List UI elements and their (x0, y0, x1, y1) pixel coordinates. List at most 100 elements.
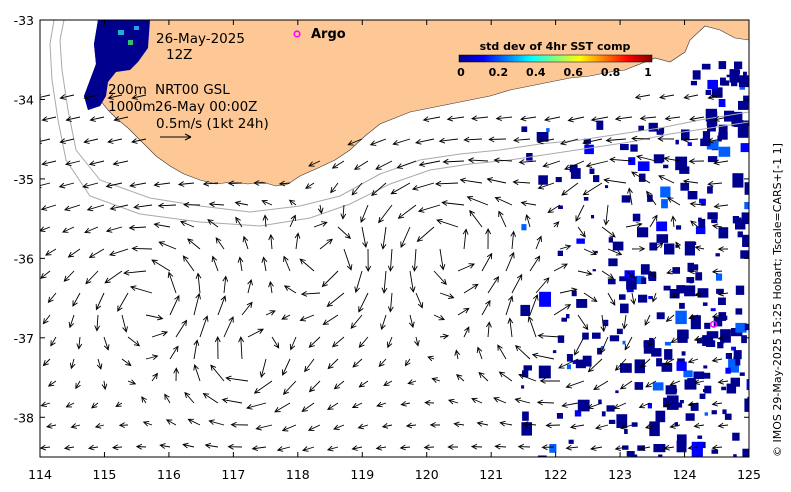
current-arrow (603, 204, 610, 226)
sst-pixel (707, 212, 718, 220)
current-arrow (386, 336, 393, 349)
current-arrow (517, 443, 531, 450)
sst-pixel (737, 123, 749, 138)
current-arrow (565, 444, 579, 451)
current-arrow (281, 424, 297, 432)
current-arrow (167, 271, 177, 294)
current-arrow (70, 423, 81, 429)
y-tick-label: -36 (14, 251, 34, 266)
current-arrow (82, 182, 99, 189)
current-arrow (567, 116, 585, 123)
sst-pixel (592, 269, 596, 272)
sst-pixel (572, 360, 577, 364)
current-arrow (175, 319, 188, 338)
current-arrow (669, 423, 681, 429)
current-arrow (109, 204, 129, 211)
sst-pixel (620, 303, 629, 314)
sst-pixel (557, 250, 563, 256)
current-arrow (247, 278, 253, 294)
current-arrow (414, 336, 420, 347)
sst-pixel (656, 130, 664, 135)
sst-pixel (743, 71, 747, 76)
current-arrow (535, 277, 550, 294)
current-arrow (411, 248, 418, 272)
sst-pixel (744, 398, 749, 412)
current-arrow (614, 358, 627, 371)
current-arrow (438, 137, 459, 144)
x-tick-label: 119 (350, 467, 374, 482)
current-arrow (215, 237, 225, 250)
current-arrow (247, 328, 264, 338)
sst-pixel (649, 421, 660, 437)
sst-pixel (632, 213, 641, 222)
current-arrow (358, 292, 369, 313)
sst-pixel (699, 393, 706, 399)
current-arrow (607, 292, 616, 306)
sst-pixel (701, 63, 711, 70)
current-arrow (369, 138, 387, 146)
current-arrow (518, 373, 537, 382)
sst-pixel (711, 219, 718, 224)
current-arrow (271, 336, 280, 349)
current-arrow (207, 219, 219, 228)
current-arrow (407, 379, 417, 385)
sst-pixel (522, 370, 529, 378)
current-arrow (350, 314, 363, 329)
current-arrow (396, 160, 417, 169)
colorbar-tick-label: 0.2 (489, 66, 509, 79)
current-arrow (308, 336, 321, 348)
current-arrow (463, 326, 470, 338)
current-arrow (682, 178, 699, 185)
current-arrow (717, 290, 729, 297)
sst-pixel (683, 370, 693, 378)
x-tick-label: 117 (221, 467, 245, 482)
current-arrow (655, 242, 664, 250)
current-arrow (380, 226, 387, 250)
current-arrow (416, 226, 435, 243)
current-arrow (135, 443, 147, 450)
current-arrow (663, 444, 675, 451)
sst-pixel (521, 385, 525, 389)
sst-pixel (592, 332, 601, 339)
current-arrow (481, 299, 491, 316)
current-arrow (470, 443, 483, 450)
current-arrow (235, 216, 243, 228)
current-arrow (575, 204, 585, 222)
current-arrow (376, 401, 387, 408)
current-arrow (525, 214, 531, 228)
sst-pixel (676, 434, 687, 446)
sst-pixel (739, 372, 745, 376)
sst-pixel (676, 440, 687, 453)
current-arrow (457, 307, 470, 316)
current-arrow (145, 314, 164, 321)
current-arrow (640, 358, 651, 369)
current-arrow (669, 380, 681, 386)
sst-pixel (608, 237, 613, 243)
y-axis-latitude: -33 -34 -35 -36 -37 -38 (14, 13, 34, 425)
current-arrow (113, 116, 129, 122)
current-arrow (439, 333, 450, 340)
colorbar-tick-label: 0.4 (526, 66, 546, 79)
current-arrow (117, 292, 129, 312)
current-arrow (304, 358, 315, 373)
current-arrow (390, 182, 411, 195)
current-arrow (522, 421, 537, 428)
current-arrow (486, 321, 492, 338)
sst-pixel (744, 323, 749, 331)
sst-pixel (735, 219, 746, 230)
x-tick-label: 125 (737, 467, 761, 482)
current-arrow (41, 160, 57, 167)
argo-legend-label: Argo (311, 27, 346, 42)
current-arrow (208, 419, 225, 426)
sst-pixel (675, 310, 687, 325)
current-arrow (463, 136, 483, 143)
current-arrow (688, 313, 699, 320)
current-arrow (442, 158, 465, 165)
current-arrow (447, 444, 458, 450)
current-arrow (494, 196, 513, 206)
current-arrow (65, 402, 75, 408)
current-arrow (121, 314, 128, 333)
current-arrow (301, 402, 315, 412)
current-arrow (439, 248, 446, 271)
current-arrow (262, 214, 269, 228)
